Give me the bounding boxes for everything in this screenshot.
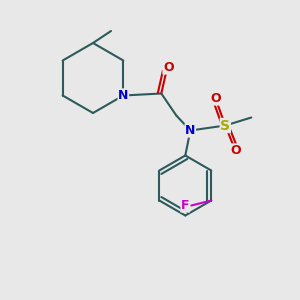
Text: F: F [181, 199, 190, 212]
Text: O: O [230, 144, 241, 157]
Text: O: O [210, 92, 220, 105]
Text: N: N [185, 124, 196, 137]
Text: N: N [118, 89, 128, 102]
Text: S: S [220, 118, 230, 133]
Text: O: O [163, 61, 174, 74]
